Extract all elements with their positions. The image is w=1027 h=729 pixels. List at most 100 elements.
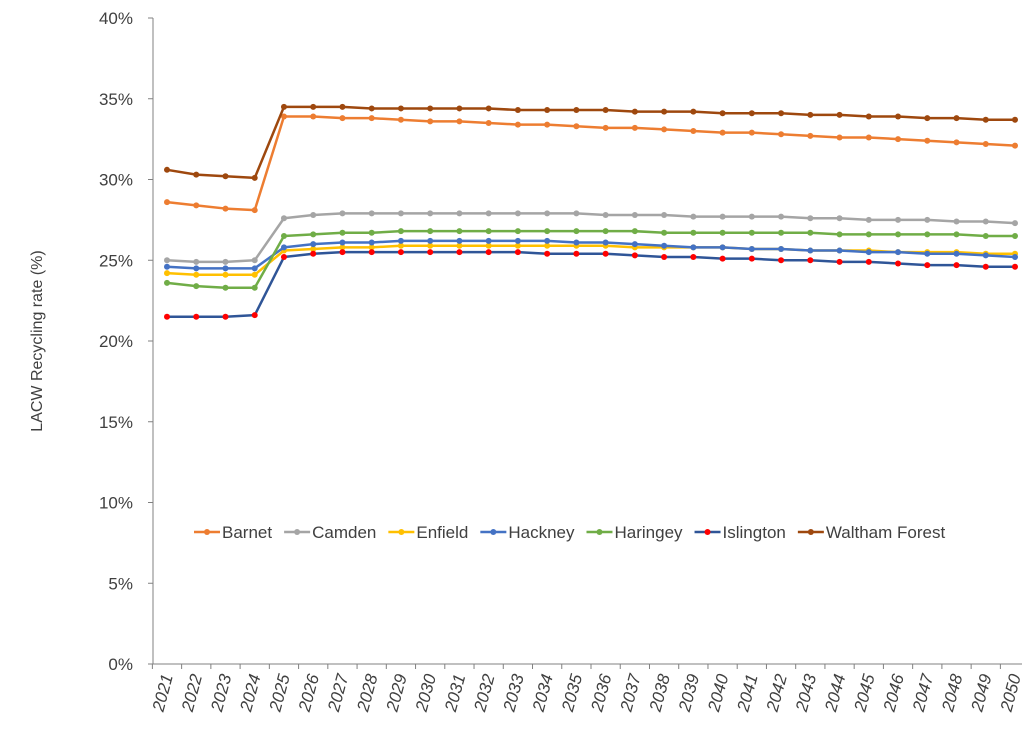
data-point-haringey — [456, 228, 463, 235]
data-point-hackney — [514, 237, 521, 244]
legend: Barnet Camden Enfield Hackney Haringey Isling… — [194, 523, 945, 542]
series-line-camden — [166, 212, 1016, 264]
y-tick-label: 20% — [99, 332, 133, 351]
legend-label: Waltham Forest — [826, 523, 946, 542]
data-point-hackney — [164, 263, 170, 270]
x-tick-label: 2034 — [529, 672, 557, 714]
data-point-islington — [193, 313, 200, 320]
legend-label: Camden — [312, 523, 376, 542]
legend-item-barnet: Barnet — [194, 523, 272, 542]
data-point-waltham-forest — [895, 113, 902, 120]
data-point-barnet — [807, 132, 814, 139]
data-point-hackney — [485, 237, 492, 244]
x-tick-label: 2027 — [324, 672, 353, 715]
data-point-hackney — [310, 241, 317, 248]
legend-item-hackney: Hackney — [480, 523, 575, 542]
data-point-haringey — [661, 229, 668, 236]
legend-label: Hackney — [508, 523, 575, 542]
data-point-haringey — [836, 231, 843, 238]
data-point-hackney — [222, 265, 229, 272]
data-point-barnet — [280, 113, 287, 120]
data-point-enfield — [193, 271, 200, 278]
x-tick-label: 2025 — [265, 672, 294, 715]
data-point-barnet — [193, 202, 200, 209]
data-point-enfield — [222, 271, 229, 278]
data-point-waltham-forest — [164, 166, 170, 173]
data-point-haringey — [719, 229, 726, 236]
data-point-islington — [982, 263, 989, 270]
data-point-islington — [514, 249, 521, 256]
x-tick-label: 2032 — [470, 672, 499, 715]
data-point-camden — [865, 216, 872, 223]
data-point-camden — [164, 257, 170, 264]
series-barnet — [164, 113, 1018, 214]
data-point-haringey — [280, 233, 287, 240]
data-point-barnet — [310, 113, 317, 120]
data-point-islington — [924, 262, 931, 269]
legend-label: Islington — [723, 523, 786, 542]
data-point-barnet — [836, 134, 843, 141]
legend-swatch-marker — [807, 529, 814, 535]
data-point-waltham-forest — [982, 116, 989, 123]
legend-swatch-marker — [704, 529, 711, 535]
data-point-barnet — [778, 131, 785, 138]
x-tick-label: 2029 — [382, 672, 411, 715]
data-point-islington — [661, 254, 668, 261]
data-point-barnet — [339, 115, 346, 122]
data-point-islington — [485, 249, 492, 256]
data-point-waltham-forest — [778, 110, 785, 117]
data-point-islington — [456, 249, 463, 256]
x-tick-label: 2023 — [207, 672, 236, 715]
legend-item-enfield: Enfield — [388, 523, 468, 542]
data-point-waltham-forest — [924, 115, 931, 122]
data-point-hackney — [544, 237, 551, 244]
data-point-islington — [602, 250, 609, 257]
data-point-camden — [544, 210, 551, 217]
data-point-islington — [339, 249, 346, 256]
data-point-hackney — [924, 250, 931, 257]
data-point-haringey — [485, 228, 492, 235]
data-point-hackney — [982, 252, 989, 259]
legend-item-islington: Islington — [694, 523, 786, 542]
data-point-waltham-forest — [1012, 116, 1018, 123]
data-point-camden — [690, 213, 697, 220]
data-point-haringey — [924, 231, 931, 238]
data-point-barnet — [368, 115, 375, 122]
data-point-haringey — [427, 228, 434, 235]
data-point-enfield — [310, 245, 317, 252]
data-point-camden — [807, 215, 814, 222]
data-point-barnet — [924, 137, 931, 144]
data-point-hackney — [193, 265, 200, 272]
x-tick-label: 2038 — [646, 672, 675, 715]
data-point-islington — [748, 255, 755, 262]
data-point-haringey — [602, 228, 609, 235]
data-point-camden — [953, 218, 960, 225]
legend-swatch-marker — [204, 529, 210, 535]
data-point-camden — [222, 258, 229, 265]
data-point-waltham-forest — [748, 110, 755, 117]
legend-swatch-marker — [294, 529, 301, 535]
data-point-enfield — [368, 244, 375, 251]
x-tick-label: 2043 — [792, 672, 821, 715]
data-point-islington — [222, 313, 229, 320]
data-point-hackney — [895, 249, 902, 256]
data-point-camden — [924, 216, 931, 223]
data-point-islington — [836, 258, 843, 265]
x-tick-label: 2037 — [616, 672, 645, 715]
x-tick-label: 2022 — [178, 672, 207, 715]
data-point-barnet — [895, 136, 902, 143]
x-tick-label: 2044 — [821, 672, 849, 714]
data-point-waltham-forest — [631, 108, 638, 115]
data-point-barnet — [573, 123, 580, 130]
y-tick-label: 25% — [99, 251, 133, 270]
data-point-barnet — [661, 126, 668, 133]
data-point-haringey — [953, 231, 960, 238]
data-point-camden — [251, 257, 258, 264]
data-point-islington — [427, 249, 434, 256]
data-point-haringey — [164, 279, 170, 286]
series-camden — [164, 210, 1018, 265]
data-point-barnet — [427, 118, 434, 125]
data-point-enfield — [544, 242, 551, 249]
data-point-camden — [631, 212, 638, 219]
